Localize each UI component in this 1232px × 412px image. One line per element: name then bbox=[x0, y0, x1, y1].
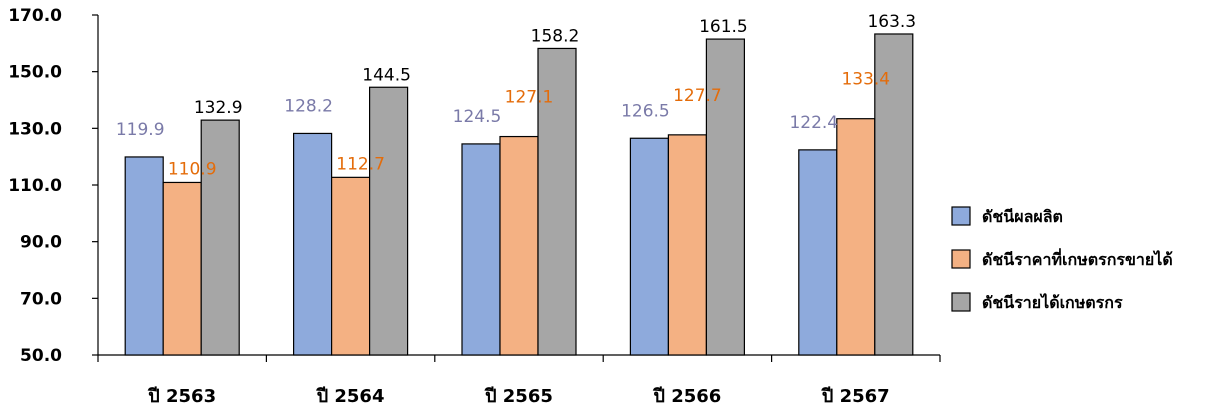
y-tick-label: 170.0 bbox=[8, 6, 62, 26]
x-tick-label: ปี 2565 bbox=[484, 386, 553, 407]
legend-swatch-1 bbox=[951, 206, 971, 226]
data-label-1-4: 126.5 bbox=[621, 101, 670, 121]
data-label-2-4: 127.7 bbox=[673, 86, 722, 106]
legend-label-1: ดัชนีผลผลิต bbox=[982, 207, 1063, 226]
data-label-2-1: 110.9 bbox=[168, 159, 217, 179]
data-label-1-2: 128.2 bbox=[284, 96, 333, 116]
bar-2-2 bbox=[331, 176, 371, 356]
data-label-3-3: 158.2 bbox=[531, 26, 580, 46]
bar-3-2 bbox=[369, 86, 409, 356]
data-label-3-5: 163.3 bbox=[867, 12, 916, 32]
bar-1-2 bbox=[293, 132, 333, 356]
bar-2-3 bbox=[499, 135, 539, 356]
data-label-3-4: 161.5 bbox=[699, 17, 748, 37]
legend: ดัชนีผลผลิตดัชนีราคาที่เกษตรกรขายได้ดัชน… bbox=[951, 206, 1173, 312]
bar-2-4 bbox=[667, 134, 708, 356]
data-label-3-1: 132.9 bbox=[194, 98, 243, 118]
bar-3-4 bbox=[705, 38, 746, 356]
x-tick-label: ปี 2564 bbox=[315, 386, 384, 407]
data-label-1-1: 119.9 bbox=[116, 120, 165, 140]
bar-1-4 bbox=[629, 137, 670, 356]
data-label-2-3: 127.1 bbox=[505, 88, 554, 108]
y-tick-label: 70.0 bbox=[20, 289, 62, 309]
y-tick-label: 50.0 bbox=[20, 346, 62, 366]
bars bbox=[124, 33, 914, 356]
bar-1-5 bbox=[798, 149, 838, 356]
data-label-2-5: 133.4 bbox=[841, 70, 890, 90]
x-tick-label: ปี 2563 bbox=[147, 386, 216, 407]
data-labels: 119.9 128.2 124.5 126.5 122.4 110.9 112.7 127.1… bbox=[116, 12, 916, 179]
legend-label-2: ดัชนีราคาที่เกษตรกรขายได้ bbox=[982, 248, 1173, 269]
bar-3-3 bbox=[537, 47, 577, 356]
data-label-1-5: 122.4 bbox=[789, 113, 838, 133]
bar-1-1 bbox=[124, 156, 164, 356]
x-tick-label: ปี 2566 bbox=[652, 386, 721, 407]
y-tick-label: 130.0 bbox=[8, 119, 62, 139]
bar-2-5 bbox=[836, 118, 876, 356]
data-label-2-2: 112.7 bbox=[336, 154, 385, 174]
bar-3-5 bbox=[874, 33, 914, 356]
legend-swatch-2 bbox=[951, 249, 971, 269]
bar-3-1 bbox=[200, 119, 240, 356]
data-label-1-3: 124.5 bbox=[453, 107, 502, 127]
y-tick-label: 110.0 bbox=[8, 176, 62, 196]
bar-2-1 bbox=[162, 181, 202, 356]
legend-label-3: ดัชนีรายได้เกษตรกร bbox=[982, 293, 1123, 312]
bar-1-3 bbox=[461, 143, 501, 356]
axes: 50.0 70.0 90.0 110.0 130.0 150.0 170.0 ปี 2563 ป… bbox=[8, 6, 941, 407]
legend-swatch-3 bbox=[951, 292, 971, 312]
y-tick-label: 150.0 bbox=[8, 63, 62, 83]
x-tick-label: ปี 2567 bbox=[821, 386, 890, 407]
y-tick-label: 90.0 bbox=[20, 233, 62, 253]
data-label-3-2: 144.5 bbox=[362, 65, 411, 85]
